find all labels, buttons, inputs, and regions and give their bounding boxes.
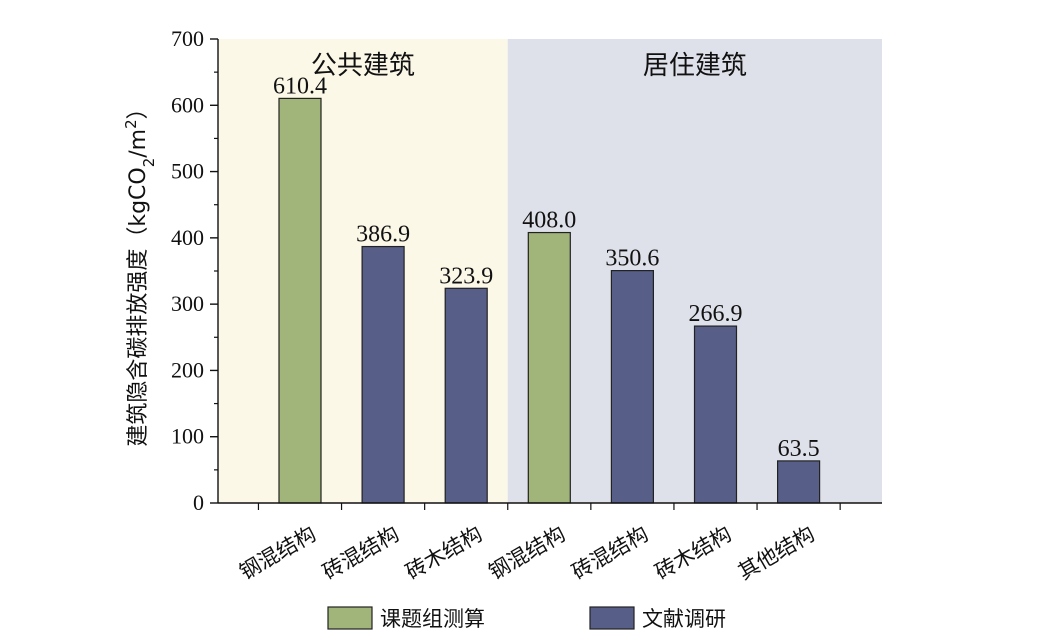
category-label: 砖木结构 (651, 522, 736, 585)
y-tick-label: 500 (171, 159, 204, 184)
category-label: 钢混结构 (235, 522, 320, 585)
y-tick-label: 700 (171, 26, 204, 51)
region-label: 公共建筑 (311, 51, 415, 81)
bars (278, 97, 821, 504)
axes (210, 38, 882, 510)
data-label: 266.9 (689, 301, 743, 327)
bar (527, 231, 571, 504)
region-label: 居住建筑 (643, 51, 747, 81)
category-label: 砖混结构 (318, 522, 403, 585)
category-label: 砖木结构 (402, 522, 487, 585)
bar (610, 270, 655, 504)
bar (444, 287, 488, 504)
data-label: 408.0 (522, 208, 576, 234)
y-tick-label: 600 (171, 92, 204, 117)
data-label: 386.9 (356, 222, 410, 248)
category-label: 钢混结构 (485, 522, 570, 585)
bar (361, 245, 405, 504)
bar (776, 460, 821, 504)
y-tick-label: 200 (171, 357, 204, 382)
bar (278, 97, 322, 504)
category-label: 砖混结构 (568, 522, 653, 585)
data-label: 323.9 (439, 263, 493, 289)
category-label: 其他结构 (734, 522, 819, 585)
legend-swatch (327, 606, 373, 630)
data-label: 63.5 (778, 436, 820, 462)
legend-label: 课题组测算 (380, 607, 485, 631)
legend-label: 文献调研 (642, 607, 726, 631)
y-axis-title: 建筑隐含碳排放强度（kgCO2/m2） (122, 97, 158, 446)
data-label: 610.4 (273, 73, 327, 99)
data-label: 350.6 (605, 246, 659, 272)
bar (693, 325, 738, 504)
y-tick-label: 100 (171, 424, 204, 449)
legend: 课题组测算 文献调研 (327, 606, 726, 631)
legend-swatch (589, 606, 635, 630)
y-tick-label: 300 (171, 291, 204, 316)
y-tick-label: 400 (171, 225, 204, 250)
y-tick-label: 0 (193, 490, 204, 515)
